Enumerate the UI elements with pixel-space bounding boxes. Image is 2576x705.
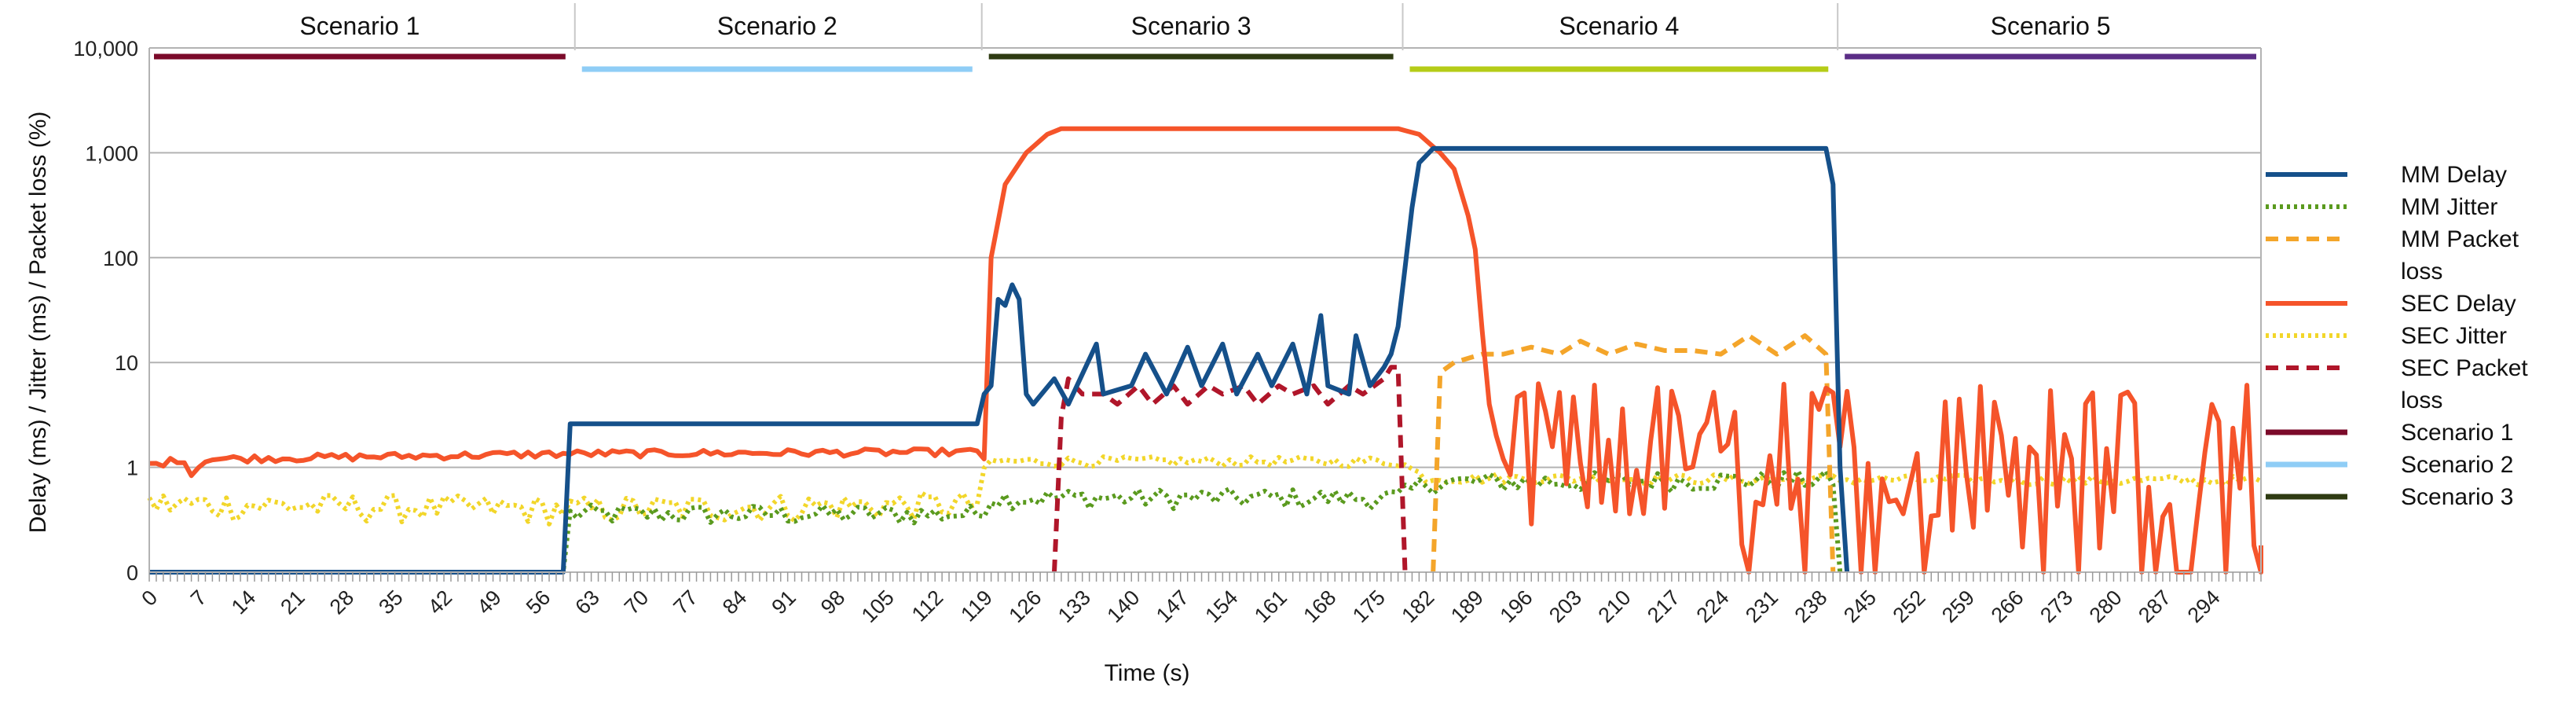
series-lines	[147, 126, 2263, 575]
series-line-sec-jitter	[147, 454, 2263, 527]
legend-label: loss	[2401, 259, 2442, 285]
x-tick-label: 21	[276, 586, 309, 619]
x-tick-label: 133	[1053, 586, 1095, 627]
legend: MM Delay MM Jitter MM Packet loss SEC Delay S…	[2266, 162, 2528, 510]
x-tick-label: 56	[522, 586, 555, 619]
scenario-label: Scenario 4	[1559, 12, 1679, 40]
x-tick-label: 112	[907, 586, 948, 626]
legend-label: MM Delay	[2401, 162, 2507, 188]
x-tick-label: 147	[1152, 586, 1193, 627]
scenario-bars: Scenario 1 Scenario 2 Scenario 3 Scenario 4…	[154, 3, 2256, 72]
x-tick-label: 70	[620, 586, 653, 619]
x-tick-label: 98	[816, 586, 849, 619]
legend-label: Scenario 1	[2401, 420, 2513, 446]
scenario-label: Scenario 1	[299, 12, 420, 40]
x-tick-label: 168	[1299, 586, 1340, 627]
y-tick-label: 0	[126, 561, 138, 585]
legend-label: Scenario 2	[2401, 452, 2513, 478]
series-line-mm-packet-loss	[1431, 333, 1836, 573]
x-tick-label: 175	[1348, 586, 1390, 627]
x-tick-label: 154	[1200, 586, 1242, 627]
x-tick-label: 42	[423, 586, 456, 619]
x-tick-label: 140	[1102, 586, 1144, 627]
x-tick-label: 273	[2036, 586, 2077, 627]
x-tick-label: 280	[2085, 586, 2127, 627]
legend-label: MM Jitter	[2401, 194, 2497, 220]
series-line-mm-jitter	[149, 468, 1843, 575]
x-tick-label: 259	[1937, 586, 1979, 627]
x-tick-label: 84	[718, 586, 751, 619]
scenario-label: Scenario 2	[717, 12, 837, 40]
x-tick-label: 105	[857, 586, 899, 627]
x-tick-label: 189	[1446, 586, 1488, 627]
x-tick-label: 294	[2183, 586, 2225, 627]
x-tick-label: 196	[1495, 586, 1537, 627]
x-tick-label: 238	[1790, 586, 1832, 627]
x-tick-label: 91	[767, 586, 800, 619]
x-tick-label: 266	[1987, 586, 2028, 627]
legend-label: SEC Delay	[2401, 291, 2516, 317]
legend-label: loss	[2401, 387, 2442, 413]
legend-label: SEC Packet	[2401, 355, 2528, 381]
legend-label: SEC Jitter	[2401, 323, 2507, 349]
x-tick-label: 35	[374, 586, 407, 619]
series-line-mm-delay	[149, 145, 1850, 575]
x-tick-label: 245	[1839, 586, 1881, 627]
y-tick-label: 100	[103, 247, 138, 270]
x-tick-label: 252	[1889, 586, 1930, 627]
x-tick-label: 63	[570, 586, 603, 619]
x-tick-label: 182	[1397, 586, 1438, 627]
x-tick-label: 77	[669, 586, 702, 619]
x-tick-label: 126	[1004, 586, 1046, 627]
x-axis-title: Time (s)	[1105, 660, 1190, 686]
y-tick-label: 10	[115, 351, 138, 375]
x-tick-label: 28	[325, 586, 358, 619]
y-tick-label: 10,000	[73, 37, 138, 61]
x-tick-label: 224	[1692, 586, 1734, 627]
scenario-label: Scenario 3	[1131, 12, 1251, 40]
y-axis-title: Delay (ms) / Jitter (ms) / Packet loss (…	[25, 112, 51, 534]
y-tick-label: 1	[126, 457, 138, 480]
series-line-sec-packet-loss	[1052, 365, 1408, 573]
legend-label: MM Packet	[2401, 226, 2519, 252]
x-tick-label: 119	[956, 586, 997, 626]
x-tick-label: 231	[1741, 586, 1783, 627]
x-tick-label: 49	[472, 586, 505, 619]
x-tick-label: 210	[1594, 586, 1636, 627]
x-tick-label: 161	[1250, 586, 1292, 627]
scenario-label: Scenario 5	[1991, 12, 2111, 40]
x-tick-label: 7	[186, 586, 211, 611]
x-tick-label: 14	[227, 586, 260, 619]
y-tick-label: 1,000	[85, 141, 138, 165]
x-tick-label: 203	[1545, 586, 1586, 627]
x-tick-label: 217	[1643, 586, 1684, 627]
legend-label: Scenario 3	[2401, 484, 2513, 510]
x-tick-label: 0	[137, 586, 162, 611]
x-tick-label: 287	[2134, 586, 2175, 627]
series-line-sec-delay	[148, 126, 2263, 575]
